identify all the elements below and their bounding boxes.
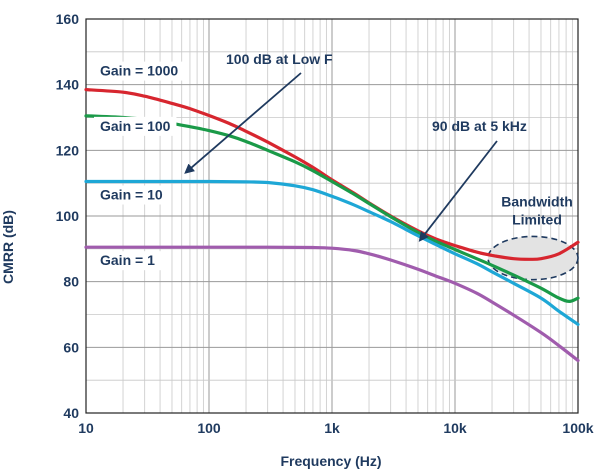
series-labels: Gain = 1000 Gain = 100 Gain = 10 Gain = 1 — [94, 61, 185, 271]
annotation-text: 90 dB at 5 kHz — [432, 118, 527, 134]
series-label-text: Gain = 100 — [100, 118, 171, 134]
series-label-gain-10: Gain = 10 — [94, 185, 169, 205]
annotation-text: 100 dB at Low F — [226, 51, 333, 67]
annotation-90db-5khz: 90 dB at 5 kHz — [418, 118, 527, 242]
annotation-arrow — [184, 72, 302, 174]
y-tick-label: 100 — [56, 208, 80, 224]
y-tick-labels: 40 60 80 100 120 140 160 — [56, 11, 80, 421]
x-tick-label: 100k — [562, 420, 593, 436]
series-label-text: Gain = 10 — [100, 187, 163, 203]
series-label-bg — [94, 251, 161, 271]
series-label-gain-100: Gain = 100 — [94, 116, 177, 136]
series-lines — [84, 88, 580, 363]
y-tick-label: 80 — [63, 274, 79, 290]
annotations: 100 dB at Low F 90 dB at 5 kHz Bandwidth Li… — [184, 51, 573, 242]
annotation-text-line: Bandwidth — [501, 193, 573, 209]
x-tick-label: 10 — [78, 420, 94, 436]
x-tick-labels: 10 100 1k 10k 100k — [78, 420, 594, 436]
annotation-arrow — [418, 140, 498, 242]
y-tick-label: 140 — [56, 77, 80, 93]
y-axis-title: CMRR (dB) — [0, 210, 16, 284]
series-line-gain-1 — [84, 245, 580, 363]
series-label-bg — [94, 61, 185, 81]
x-tick-label: 100 — [197, 420, 221, 436]
series-label-bg — [94, 116, 177, 136]
series-label-bg — [94, 185, 169, 205]
y-tick-label: 60 — [63, 339, 79, 355]
annotation-bandwidth-limited: Bandwidth Limited — [501, 193, 573, 227]
y-tick-label: 120 — [56, 142, 80, 158]
y-tick-label: 160 — [56, 11, 80, 27]
annotation-100db-low-f: 100 dB at Low F — [184, 51, 333, 174]
y-tick-label: 40 — [63, 405, 79, 421]
x-axis-title: Frequency (Hz) — [280, 453, 381, 469]
x-tick-label: 1k — [324, 420, 340, 436]
x-tick-label: 10k — [443, 420, 467, 436]
series-label-gain-1000: Gain = 1000 — [94, 61, 185, 81]
series-label-gain-1: Gain = 1 — [94, 251, 161, 271]
annotation-text-line: Limited — [512, 211, 562, 227]
plot-frame — [85, 18, 579, 414]
series-label-text: Gain = 1000 — [100, 63, 178, 79]
series-label-text: Gain = 1 — [100, 252, 155, 268]
series-line-gain-10 — [84, 179, 580, 326]
series-line-gain-100 — [84, 114, 580, 303]
